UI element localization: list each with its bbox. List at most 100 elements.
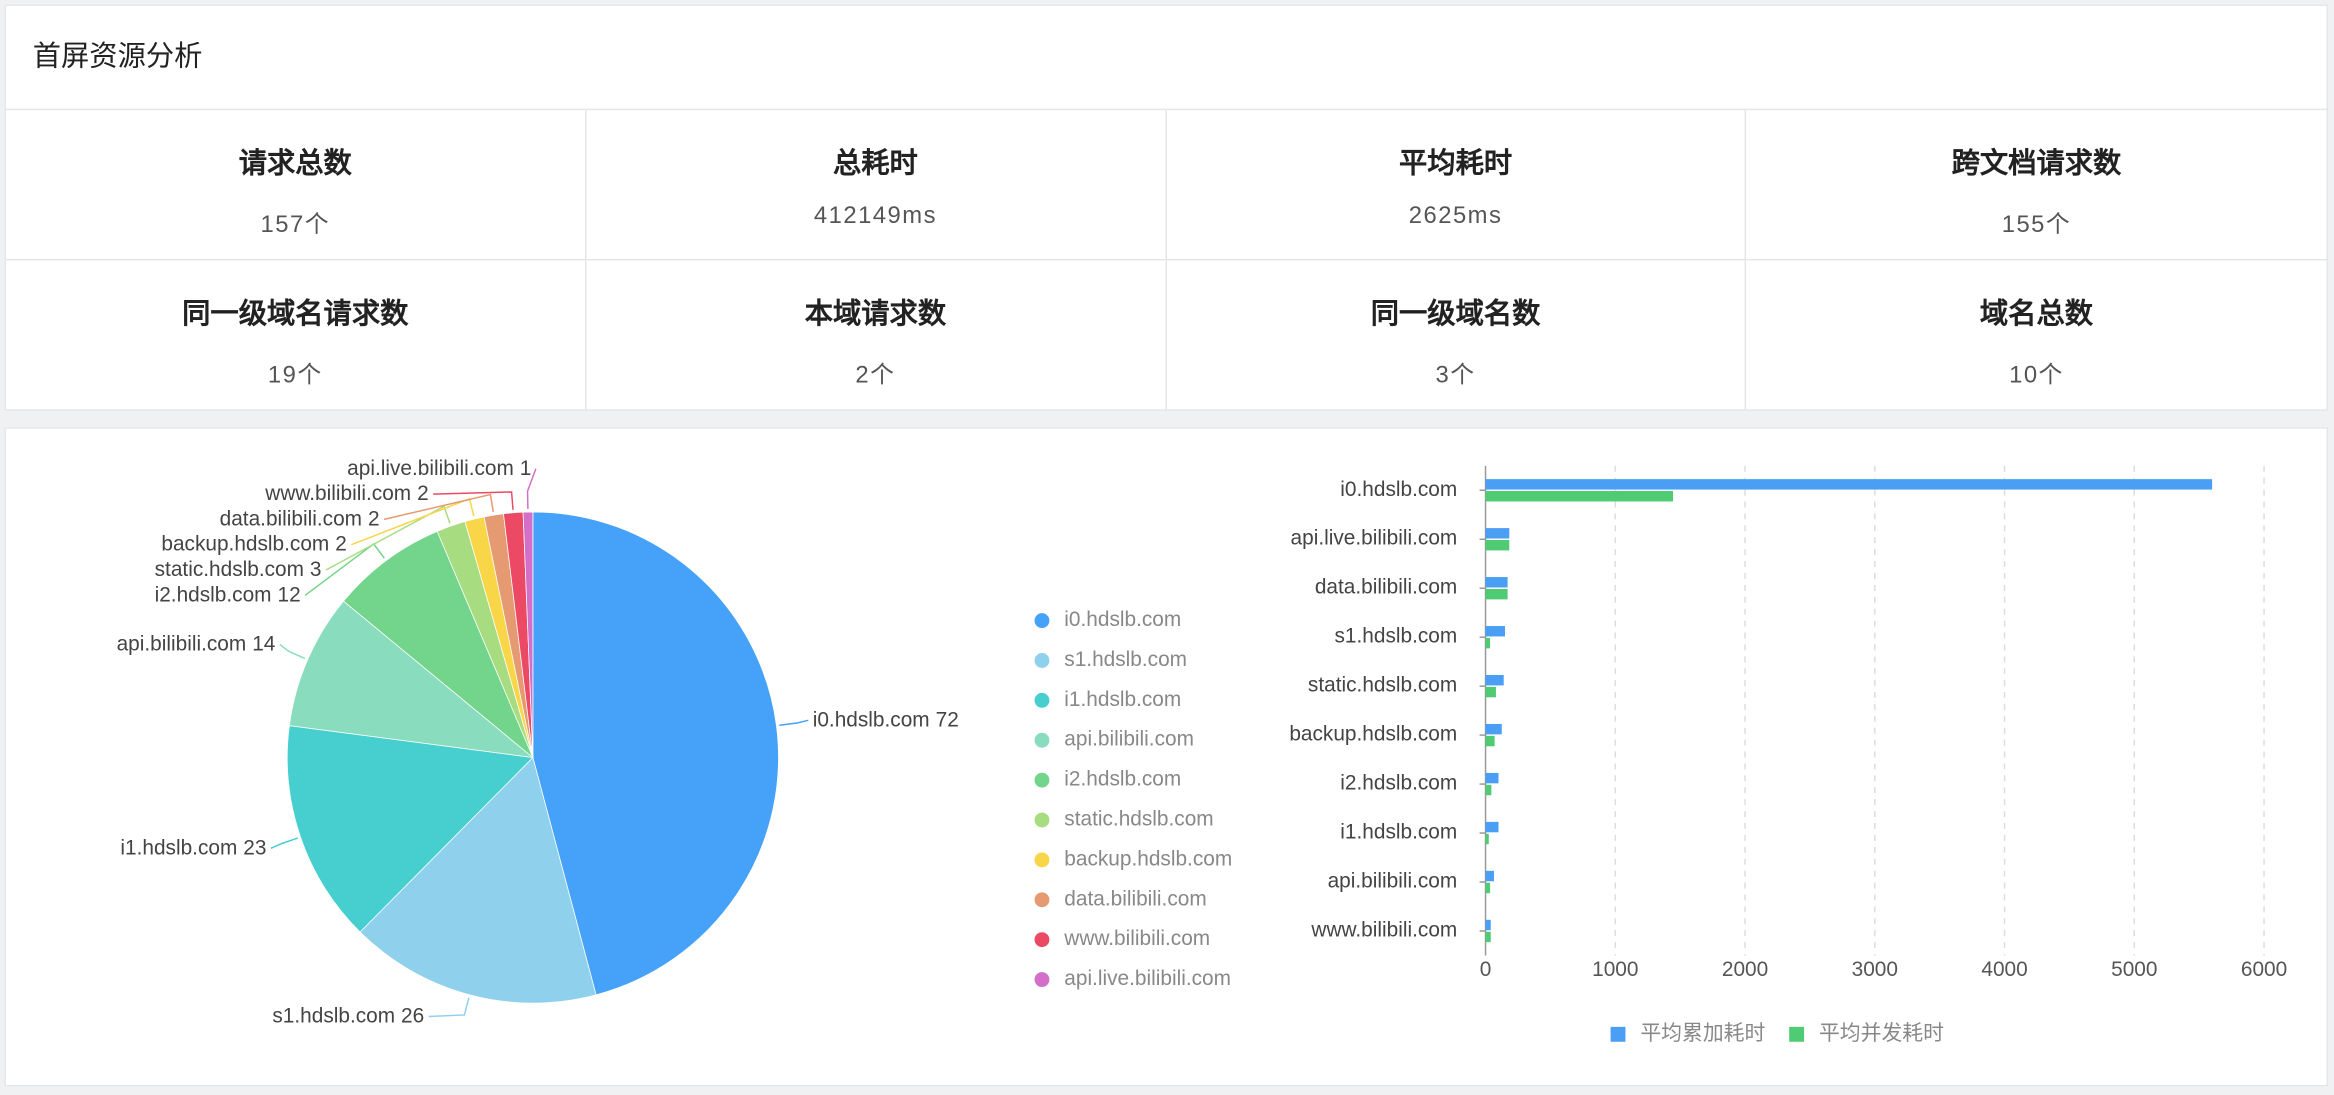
stat-value: 3个 xyxy=(1435,363,1476,389)
card-title: 首屏资源分析 xyxy=(5,6,2327,111)
legend-dot xyxy=(1034,692,1050,708)
bar xyxy=(1485,784,1492,796)
pie-label-name: i0.hdslb.com xyxy=(813,708,930,731)
bar xyxy=(1485,772,1499,784)
legend-label: 平均累加耗时 xyxy=(1640,1022,1765,1045)
leader-line xyxy=(779,719,809,727)
x-tick-label: 5000 xyxy=(2111,958,2157,981)
leader-line xyxy=(383,493,495,521)
bar xyxy=(1485,882,1491,894)
pie-label: i1.hdslb.com 23 xyxy=(120,836,266,859)
pie-slice xyxy=(359,756,597,1004)
pie-label-value: 2 xyxy=(417,482,429,505)
legend-dot xyxy=(1034,613,1050,629)
pie-slice xyxy=(342,530,534,758)
bar xyxy=(1485,723,1502,735)
pie-label: backup.hdslb.com 2 xyxy=(161,532,346,555)
stat-cell: 同一级域名数 3个 xyxy=(1166,260,1747,411)
legend-label: api.bilibili.com xyxy=(1064,728,1194,751)
stat-cell: 平均耗时 2625ms xyxy=(1166,110,1747,261)
y-tick-label: api.bilibili.com xyxy=(1328,870,1458,893)
pie-label: data.bilibili.com 2 xyxy=(220,507,380,530)
bar xyxy=(1485,919,1491,931)
legend-label: s1.hdslb.com xyxy=(1064,648,1187,671)
pie-slice xyxy=(522,511,534,758)
legend-dot xyxy=(1034,812,1050,828)
legend-label: data.bilibili.com xyxy=(1064,887,1206,910)
y-tick-label: i0.hdslb.com xyxy=(1340,478,1457,501)
x-tick-label: 1000 xyxy=(1592,958,1638,981)
legend-dot xyxy=(1034,772,1050,788)
bar xyxy=(1485,870,1494,882)
x-tick-label: 3000 xyxy=(1852,958,1898,981)
bar xyxy=(1485,821,1499,833)
legend-dot xyxy=(1034,972,1050,988)
pie-label-value: 1 xyxy=(520,456,532,479)
stat-cell: 同一级域名请求数 19个 xyxy=(6,260,587,411)
stat-value: 2625ms xyxy=(1408,203,1503,230)
pie-label-name: static.hdslb.com xyxy=(155,557,304,580)
x-tick-label: 0 xyxy=(1480,958,1492,981)
stat-label: 本域请求数 xyxy=(804,299,947,331)
leader-line xyxy=(428,997,470,1018)
pie-label-name: backup.hdslb.com xyxy=(161,532,329,555)
x-tick-label: 2000 xyxy=(1722,958,1768,981)
charts-card: i0.hdslb.com 72 i0.hdslb.com s1.hdslb.com 26… xyxy=(4,427,2329,1087)
legend-label: static.hdslb.com xyxy=(1064,808,1213,831)
bar xyxy=(1485,588,1508,600)
bar xyxy=(1485,528,1510,539)
bar xyxy=(1485,637,1491,649)
y-tick-label: static.hdslb.com xyxy=(1308,674,1457,697)
pie-label-value: 23 xyxy=(243,836,266,859)
legend-dot xyxy=(1034,732,1050,748)
stat-cell: 本域请求数 2个 xyxy=(586,260,1167,411)
bar xyxy=(1485,491,1674,502)
pie-label-name: i2.hdslb.com xyxy=(155,583,272,606)
stat-cell: 请求总数 157个 xyxy=(5,110,587,261)
pie-label: i2.hdslb.com 12 xyxy=(155,583,301,606)
legend-label: i2.hdslb.com xyxy=(1064,768,1181,791)
leader-line xyxy=(270,837,298,849)
bar xyxy=(1485,540,1510,551)
legend-label: api.live.bilibili.com xyxy=(1064,967,1231,990)
pie-label-value: 3 xyxy=(310,557,322,580)
pie-label-name: api.live.bilibili.com xyxy=(347,456,514,479)
stat-label: 同一级域名请求数 xyxy=(182,299,409,331)
pie-label: i0.hdslb.com 72 xyxy=(813,708,959,731)
pie-slice xyxy=(288,600,535,759)
stat-value: 19个 xyxy=(267,363,323,389)
stat-label: 平均耗时 xyxy=(1398,148,1513,181)
pie-label-name: data.bilibili.com xyxy=(220,507,362,530)
legend-swatch xyxy=(1610,1026,1626,1042)
legend-label: backup.hdslb.com xyxy=(1064,847,1232,870)
pie-slice xyxy=(286,725,534,933)
pie-label-name: api.bilibili.com xyxy=(117,632,247,655)
stat-value: 2个 xyxy=(855,363,896,389)
y-tick-label: s1.hdslb.com xyxy=(1335,625,1458,648)
bar xyxy=(1485,735,1495,747)
legend-label: 平均并发耗时 xyxy=(1819,1022,1944,1045)
pie-label-value: 14 xyxy=(252,632,275,655)
pie-label: api.live.bilibili.com 1 xyxy=(347,456,531,479)
stat-cell: 跨文档请求数 155个 xyxy=(1746,110,2327,261)
pie-label-name: www.bilibili.com xyxy=(264,482,411,505)
y-tick-label: api.live.bilibili.com xyxy=(1291,527,1458,550)
x-tick-label: 4000 xyxy=(1981,958,2027,981)
stat-label: 域名总数 xyxy=(1979,299,2094,331)
y-tick-label: www.bilibili.com xyxy=(1310,918,1457,941)
legend-label: i0.hdslb.com xyxy=(1064,608,1181,631)
legend-dot xyxy=(1034,852,1050,868)
pie-label-value: 2 xyxy=(335,532,347,555)
bar xyxy=(1485,686,1496,698)
pie-slice xyxy=(532,511,779,996)
pie-label: www.bilibili.com 2 xyxy=(264,482,428,505)
legend-swatch xyxy=(1789,1026,1805,1042)
stat-label: 总耗时 xyxy=(832,148,918,181)
bar xyxy=(1485,674,1504,686)
legend-dot xyxy=(1034,892,1050,908)
stat-label: 跨文档请求数 xyxy=(1951,148,2122,181)
pie-label-name: s1.hdslb.com xyxy=(272,1004,395,1027)
